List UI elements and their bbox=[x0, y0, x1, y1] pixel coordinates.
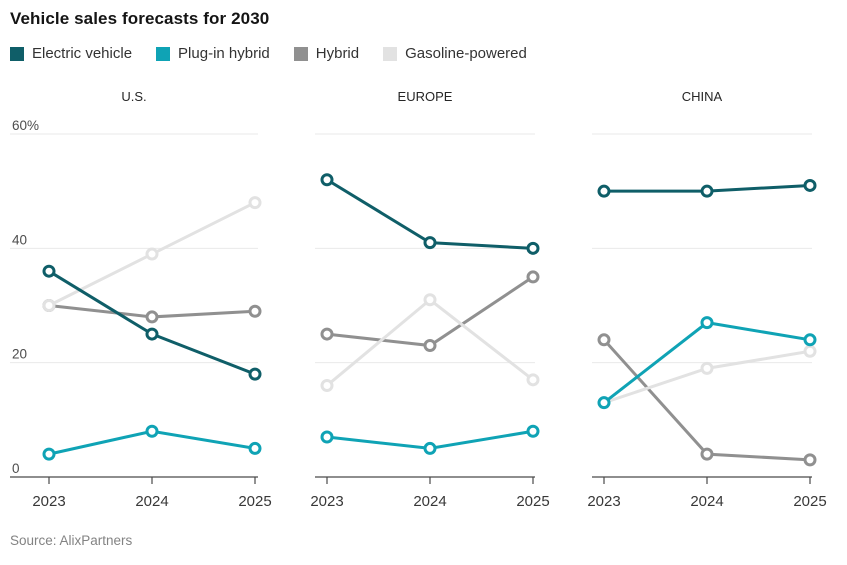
data-point-marker bbox=[700, 361, 714, 375]
legend-swatch-hybrid bbox=[293, 46, 308, 61]
data-point-marker bbox=[42, 447, 56, 461]
legend-label: Plug-in hybrid bbox=[178, 45, 270, 62]
data-point-marker bbox=[145, 327, 159, 341]
data-point-marker bbox=[526, 424, 540, 438]
data-point-marker bbox=[320, 379, 334, 393]
x-axis-tick-label: 2025 bbox=[516, 493, 549, 510]
x-axis-tick-label: 2024 bbox=[413, 493, 446, 510]
chart-panel-us: U.S. 0 20 40 60% 2023 2024 2025 bbox=[10, 89, 272, 512]
data-point-marker bbox=[248, 367, 262, 381]
data-point-marker bbox=[803, 344, 817, 358]
panel-title-china: CHINA bbox=[681, 89, 723, 104]
chart-panel-europe: EUROPE 2023 2024 2025 bbox=[310, 89, 550, 512]
data-point-marker bbox=[145, 424, 159, 438]
data-point-marker bbox=[700, 316, 714, 330]
data-point-marker bbox=[803, 333, 817, 347]
data-point-marker bbox=[526, 270, 540, 284]
legend-label: Hybrid bbox=[315, 45, 360, 62]
legend-item-hybrid: Hybrid bbox=[293, 45, 360, 62]
data-point-marker bbox=[700, 447, 714, 461]
data-point-marker bbox=[597, 184, 611, 198]
data-point-marker bbox=[803, 453, 817, 467]
line-chart-europe: 2023 2024 2025 bbox=[310, 133, 550, 510]
data-point-marker bbox=[42, 299, 56, 312]
legend-swatch-gasoline-powered bbox=[383, 46, 398, 61]
data-point-marker bbox=[803, 178, 817, 192]
data-point-marker bbox=[597, 396, 611, 410]
chart-panels-row: U.S. 0 20 40 60% 2023 2024 2025 EUROPE 2023 202… bbox=[10, 90, 847, 512]
legend-item-plugin-hybrid: Plug-in hybrid bbox=[156, 45, 270, 62]
data-point-marker bbox=[320, 327, 334, 341]
data-point-marker bbox=[423, 236, 437, 250]
series-line bbox=[325, 275, 535, 348]
data-point-marker bbox=[423, 339, 437, 353]
panel-title-europe: EUROPE bbox=[397, 89, 453, 104]
data-point-marker bbox=[145, 247, 159, 261]
data-point-marker bbox=[526, 373, 540, 387]
data-point-marker bbox=[423, 441, 437, 455]
data-point-marker bbox=[320, 173, 334, 187]
legend-swatch-electric-vehicle bbox=[10, 46, 24, 61]
data-point-marker bbox=[248, 441, 262, 455]
legend-item-gasoline-powered: Gasoline-powered bbox=[383, 45, 527, 62]
x-axis-tick-label: 2025 bbox=[793, 493, 826, 510]
y-axis-tick-label: 40 bbox=[12, 232, 27, 247]
chart-card: Vehicle sales forecasts for 2030 Electri… bbox=[10, 9, 847, 548]
data-point-marker bbox=[145, 310, 159, 324]
panel-title-us: U.S. bbox=[121, 89, 147, 104]
data-point-marker bbox=[700, 184, 714, 198]
source-note: Source: AlixPartners bbox=[10, 533, 133, 548]
chart-title: Vehicle sales forecasts for 2030 bbox=[10, 9, 270, 28]
x-axis-tick-label: 2024 bbox=[135, 493, 168, 510]
x-axis-tick-label: 2023 bbox=[32, 493, 65, 510]
data-point-marker bbox=[42, 264, 56, 278]
x-axis-tick-label: 2023 bbox=[310, 493, 343, 510]
legend-item-electric-vehicle: Electric vehicle bbox=[10, 45, 132, 62]
data-point-marker bbox=[526, 241, 540, 255]
x-axis-tick-label: 2023 bbox=[587, 493, 620, 510]
y-axis-tick-label: 20 bbox=[12, 347, 27, 362]
x-axis-tick-label: 2025 bbox=[238, 493, 271, 510]
y-axis-tick-label: 0 bbox=[12, 461, 20, 476]
data-point-marker bbox=[248, 196, 262, 210]
chart-legend: Electric vehicle Plug-in hybrid Hybrid G… bbox=[10, 45, 847, 62]
legend-label: Gasoline-powered bbox=[405, 45, 527, 62]
chart-panel-china: CHINA 2023 2024 2025 bbox=[587, 89, 827, 512]
line-chart-china: 2023 2024 2025 bbox=[587, 133, 827, 510]
data-point-marker bbox=[597, 333, 611, 347]
data-point-marker bbox=[423, 293, 437, 307]
x-axis-tick-label: 2024 bbox=[690, 493, 723, 510]
data-point-marker bbox=[320, 430, 334, 444]
line-chart-us: 0 20 40 60% 2023 2024 2025 bbox=[10, 118, 272, 510]
y-axis-tick-label: 60% bbox=[12, 118, 39, 133]
data-point-marker bbox=[248, 304, 262, 318]
legend-swatch-plugin-hybrid bbox=[156, 46, 171, 61]
legend-label: Electric vehicle bbox=[32, 45, 133, 62]
